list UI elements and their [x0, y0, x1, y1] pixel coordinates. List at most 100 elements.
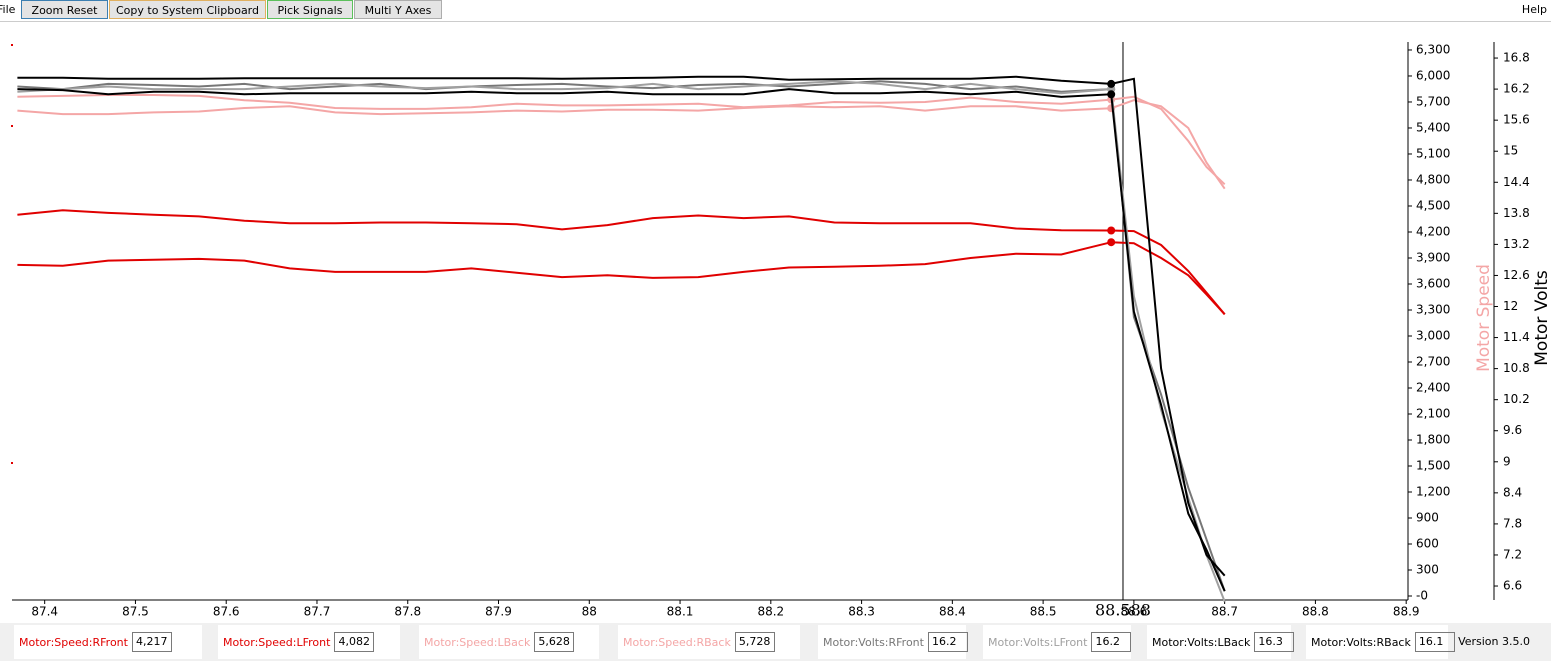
series-line	[17, 209, 1226, 315]
readout: Motor:Volts:LBack 16.3	[1147, 625, 1295, 659]
readout-value: 16.1	[1414, 632, 1455, 652]
cursor-marker	[1107, 226, 1116, 235]
y2-tick-label: 15	[1503, 144, 1518, 158]
series-line	[17, 88, 1226, 592]
readout: Motor:Speed:LFront 4,082	[218, 625, 400, 659]
readout: Motor:Volts:RFront 16.2	[818, 625, 968, 659]
copy-button[interactable]: Copy to System Clipboard	[109, 0, 266, 19]
readout: Motor:Volts:LFront 16.2	[983, 625, 1132, 659]
readout-value: 4,082	[334, 632, 375, 652]
y2-tick-label: 9	[1503, 454, 1511, 468]
y-tick-label: 3,300	[1416, 302, 1450, 316]
y-tick-label: 3,600	[1416, 276, 1450, 290]
series-line	[17, 241, 1226, 315]
series-line	[17, 99, 1226, 190]
x-tick-label: 87.9	[485, 605, 512, 619]
y2-tick-label: 7.2	[1503, 547, 1522, 561]
x-tick-label: 88	[582, 605, 597, 619]
series-line	[17, 75, 1226, 577]
readout-label: Motor:Speed:LBack	[424, 635, 531, 649]
x-tick-label: 88.9	[1393, 605, 1420, 619]
y-tick-label: 4,200	[1416, 224, 1450, 238]
readout-label: Motor:Volts:LBack	[1152, 635, 1251, 649]
x-tick-label: 88.4	[939, 605, 966, 619]
y-tick-label: 2,400	[1416, 380, 1450, 394]
y-tick-label: 600	[1416, 537, 1439, 551]
zoom-reset-button[interactable]: Zoom Reset	[21, 0, 108, 19]
x-tick-label: 88.7	[1211, 605, 1238, 619]
pick-signals-button[interactable]: Pick Signals	[267, 0, 353, 19]
y-tick-label: 300	[1416, 563, 1439, 577]
x-tick-label: 87.8	[394, 605, 421, 619]
x-tick-label: 87.7	[304, 605, 331, 619]
readout-value: 16.2	[927, 632, 968, 652]
chart: 87.4 87.5 87.6 87.7 87.8 87.9 88 88.1 88.2 88.3 88…	[11, 42, 1551, 620]
toolbar: File Zoom Reset Copy to System Clipboard…	[0, 0, 1551, 22]
y-tick-label: 1,500	[1416, 459, 1450, 473]
y2-tick-label: 10.8	[1503, 361, 1530, 375]
y-tick-label: 5,400	[1416, 120, 1450, 134]
cursor-marker	[1107, 90, 1116, 99]
y2-tick-label: 8.4	[1503, 485, 1522, 499]
x-tick-label: 88.3	[848, 605, 875, 619]
y-tick-label: 3,000	[1416, 328, 1450, 342]
y2-tick-label: 9.6	[1503, 423, 1522, 437]
y2-tick-label: 13.8	[1503, 206, 1530, 220]
y-tick-label: 1,800	[1416, 433, 1450, 447]
y2-tick-label: 12	[1503, 299, 1518, 313]
readout-label: Motor:Speed:RFront	[19, 635, 128, 649]
y2-tick-label: 13.2	[1503, 237, 1530, 251]
y-tick-label: 1,200	[1416, 485, 1450, 499]
y2-tick-label: 11.4	[1503, 330, 1530, 344]
y-tick-label: 900	[1416, 511, 1439, 525]
file-menu[interactable]: File	[0, 3, 16, 16]
y2-tick-label: 10.2	[1503, 392, 1530, 406]
y-tick-label: 6,300	[1416, 42, 1450, 56]
x-tick-label: 88.6	[1121, 605, 1148, 619]
edge-dot	[11, 44, 13, 46]
x-tick-label: 88.8	[1302, 605, 1329, 619]
x-tick-label: 87.6	[213, 605, 240, 619]
readout-label: Motor:Volts:RBack	[1311, 635, 1411, 649]
readout: Motor:Speed:RBack 5,728	[618, 625, 800, 659]
readout: Motor:Volts:RBack 16.1	[1306, 625, 1455, 659]
y-tick-label: 3,900	[1416, 250, 1450, 264]
x-tick-label: 87.4	[31, 605, 58, 619]
y2-tick-label: 16.8	[1503, 51, 1530, 65]
readout-value: 5,728	[734, 632, 775, 652]
readout: Motor:Speed:LBack 5,628	[419, 625, 599, 659]
y2-axis-title: Motor Volts	[1532, 270, 1551, 366]
y2-tick-label: 16.2	[1503, 82, 1530, 96]
x-tick-label: 88.5	[1030, 605, 1057, 619]
y-tick-label: 2,700	[1416, 354, 1450, 368]
readout: Motor:Speed:RFront 4,217	[14, 625, 202, 659]
help-menu[interactable]: Help	[1521, 3, 1547, 16]
y2-tick-label: 15.6	[1503, 113, 1530, 127]
series-line	[17, 80, 1226, 592]
y2-tick-label: 7.8	[1503, 516, 1522, 530]
y-tick-label: 2,100	[1416, 407, 1450, 421]
series-line	[17, 80, 1226, 602]
version: Version 3.5.0	[1458, 635, 1530, 648]
cursor-label: 88.588	[1095, 601, 1151, 620]
readout-label: Motor:Volts:RFront	[823, 635, 924, 649]
y2-tick-label: 6.6	[1503, 579, 1522, 593]
cursor-marker	[1107, 238, 1116, 247]
y-tick-label: 5,700	[1416, 94, 1450, 108]
y-axis-title: Motor Speed	[1474, 264, 1494, 372]
readout-value: 4,217	[131, 632, 172, 652]
readout-label: Motor:Volts:LFront	[988, 635, 1088, 649]
edge-dot	[11, 125, 13, 127]
y-tick-label: 6,000	[1416, 68, 1450, 82]
readout-value: 16.3	[1254, 632, 1295, 652]
y2-tick-label: 12.6	[1503, 268, 1530, 282]
x-tick-label: 88.1	[667, 605, 694, 619]
multi-y-axes-button[interactable]: Multi Y Axes	[354, 0, 442, 19]
status-bar: Version 3.5.0 Motor:Speed:RFront 4,217 Mot…	[0, 623, 1551, 661]
x-tick-label: 88.2	[757, 605, 784, 619]
edge-dot	[11, 462, 13, 464]
cursor-marker	[1107, 79, 1116, 88]
readout-label: Motor:Speed:RBack	[623, 635, 731, 649]
y-tick-label: 4,800	[1416, 172, 1450, 186]
readout-value: 5,628	[534, 632, 575, 652]
